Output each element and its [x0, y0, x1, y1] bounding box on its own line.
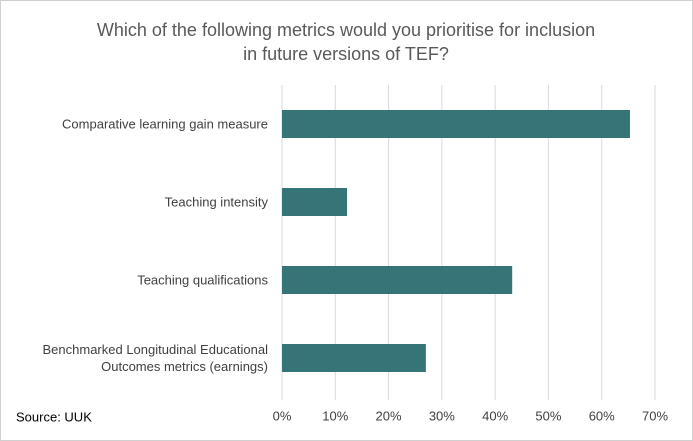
chart-title: in future versions of TEF? [243, 44, 449, 64]
x-tick-label: 10% [322, 408, 348, 423]
x-tick-label: 50% [535, 408, 561, 423]
x-tick-label: 20% [376, 408, 402, 423]
y-tick-label: Comparative learning gain measure [62, 116, 268, 132]
x-tick-label: 40% [482, 408, 508, 423]
y-tick-label: Teaching qualifications [137, 272, 268, 288]
y-tick-label: Teaching intensity [164, 194, 268, 210]
source: Source: UUK [16, 409, 92, 424]
bar [282, 188, 348, 216]
x-tick-label: 30% [429, 408, 455, 423]
chart-title: Which of the following metrics would you… [97, 20, 595, 40]
x-tick-label: 70% [642, 408, 668, 423]
y-tick-label: Benchmarked Longitudinal Educational Out… [42, 342, 269, 374]
bar [282, 110, 630, 138]
bar [282, 266, 513, 294]
bar [282, 344, 426, 372]
x-tick-label: 0% [273, 408, 292, 423]
x-tick-label: 60% [589, 408, 615, 423]
